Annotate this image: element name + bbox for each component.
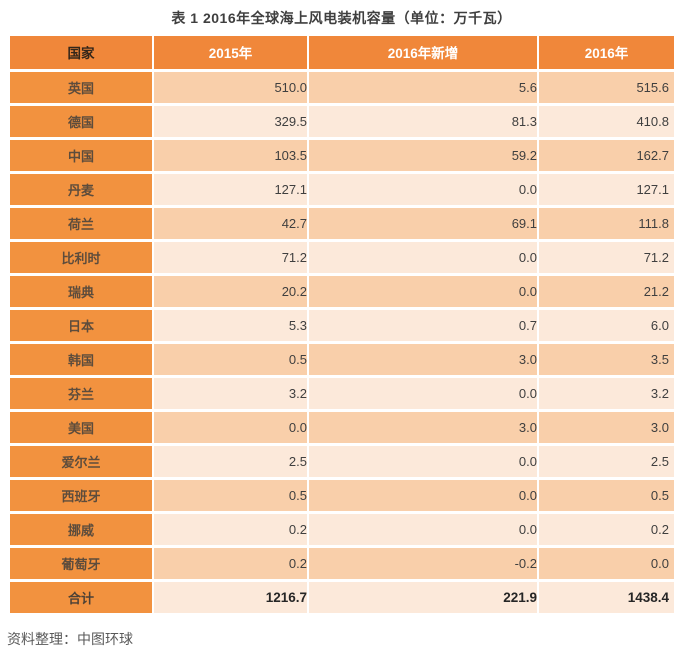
- value-cell: 0.0: [538, 546, 676, 582]
- total-value-cell: 221.9: [308, 580, 539, 616]
- column-header-country: 国家: [10, 36, 154, 72]
- value-cell: 69.1: [308, 206, 539, 242]
- value-cell: 162.7: [538, 138, 676, 174]
- value-cell: 2.5: [153, 444, 309, 480]
- total-label-cell: 合计: [10, 580, 154, 616]
- table-row: 葡萄牙 0.2 -0.2 0.0: [10, 546, 676, 582]
- table-title: 表 1 2016年全球海上风电装机容量（单位：万千瓦）: [171, 10, 512, 26]
- country-cell: 爱尔兰: [10, 444, 154, 480]
- value-cell: 21.2: [538, 274, 676, 310]
- country-cell: 芬兰: [10, 376, 154, 412]
- value-cell: 3.2: [153, 376, 309, 412]
- table-row: 德国 329.5 81.3 410.8: [10, 104, 676, 140]
- value-cell: 0.0: [308, 512, 539, 548]
- value-cell: 3.2: [538, 376, 676, 412]
- total-row: 合计 1216.7 221.9 1438.4: [10, 580, 676, 616]
- table-row: 美国 0.0 3.0 3.0: [10, 410, 676, 446]
- value-cell: 0.5: [153, 478, 309, 514]
- value-cell: 5.6: [308, 70, 539, 106]
- country-cell: 美国: [10, 410, 154, 446]
- column-header-2015: 2015年: [153, 36, 309, 72]
- country-cell: 挪威: [10, 512, 154, 548]
- value-cell: 329.5: [153, 104, 309, 140]
- value-cell: 6.0: [538, 308, 676, 344]
- country-cell: 丹麦: [10, 172, 154, 208]
- value-cell: 0.0: [308, 478, 539, 514]
- value-cell: 3.0: [538, 410, 676, 446]
- table-row: 西班牙 0.5 0.0 0.5: [10, 478, 676, 514]
- value-cell: 3.0: [308, 342, 539, 378]
- value-cell: 410.8: [538, 104, 676, 140]
- value-cell: 0.2: [153, 512, 309, 548]
- value-cell: 0.2: [538, 512, 676, 548]
- value-cell: 0.0: [153, 410, 309, 446]
- table-row: 芬兰 3.2 0.0 3.2: [10, 376, 676, 412]
- value-cell: 111.8: [538, 206, 676, 242]
- column-header-2016-new: 2016年新增: [308, 36, 539, 72]
- country-cell: 荷兰: [10, 206, 154, 242]
- table-row: 日本 5.3 0.7 6.0: [10, 308, 676, 344]
- table-row: 荷兰 42.7 69.1 111.8: [10, 206, 676, 242]
- country-cell: 英国: [10, 70, 154, 106]
- country-cell: 西班牙: [10, 478, 154, 514]
- value-cell: 127.1: [538, 172, 676, 208]
- value-cell: 0.0: [308, 376, 539, 412]
- value-cell: 0.0: [308, 444, 539, 480]
- table-row: 爱尔兰 2.5 0.0 2.5: [10, 444, 676, 480]
- value-cell: 81.3: [308, 104, 539, 140]
- value-cell: 0.0: [308, 274, 539, 310]
- total-value-cell: 1438.4: [538, 580, 676, 616]
- value-cell: 515.6: [538, 70, 676, 106]
- country-cell: 中国: [10, 138, 154, 174]
- total-value-cell: 1216.7: [153, 580, 309, 616]
- value-cell: 510.0: [153, 70, 309, 106]
- table-row: 丹麦 127.1 0.0 127.1: [10, 172, 676, 208]
- value-cell: 0.2: [153, 546, 309, 582]
- value-cell: 59.2: [308, 138, 539, 174]
- value-cell: 103.5: [153, 138, 309, 174]
- table-row: 瑞典 20.2 0.0 21.2: [10, 274, 676, 310]
- value-cell: 42.7: [153, 206, 309, 242]
- value-cell: 2.5: [538, 444, 676, 480]
- table-row: 比利时 71.2 0.0 71.2: [10, 240, 676, 276]
- value-cell: 0.0: [308, 240, 539, 276]
- country-cell: 日本: [10, 308, 154, 344]
- value-cell: 0.5: [153, 342, 309, 378]
- value-cell: 3.5: [538, 342, 676, 378]
- value-cell: -0.2: [308, 546, 539, 582]
- country-cell: 韩国: [10, 342, 154, 378]
- country-cell: 比利时: [10, 240, 154, 276]
- country-cell: 德国: [10, 104, 154, 140]
- value-cell: 0.7: [308, 308, 539, 344]
- value-cell: 127.1: [153, 172, 309, 208]
- value-cell: 20.2: [153, 274, 309, 310]
- table-row: 挪威 0.2 0.0 0.2: [10, 512, 676, 548]
- table-row: 中国 103.5 59.2 162.7: [10, 138, 676, 174]
- column-header-2016: 2016年: [538, 36, 676, 72]
- country-cell: 葡萄牙: [10, 546, 154, 582]
- table-row: 韩国 0.5 3.0 3.5: [10, 342, 676, 378]
- table-row: 英国 510.0 5.6 515.6: [10, 70, 676, 106]
- value-cell: 0.5: [538, 478, 676, 514]
- value-cell: 71.2: [538, 240, 676, 276]
- value-cell: 5.3: [153, 308, 309, 344]
- value-cell: 3.0: [308, 410, 539, 446]
- value-cell: 0.0: [308, 172, 539, 208]
- capacity-table: 国家 2015年 2016年新增 2016年 英国 510.0 5.6 515.6 德国…: [10, 36, 676, 616]
- table-header-row: 国家 2015年 2016年新增 2016年: [10, 36, 676, 72]
- value-cell: 71.2: [153, 240, 309, 276]
- country-cell: 瑞典: [10, 274, 154, 310]
- source-note: 资料整理：中图环球: [7, 630, 133, 647]
